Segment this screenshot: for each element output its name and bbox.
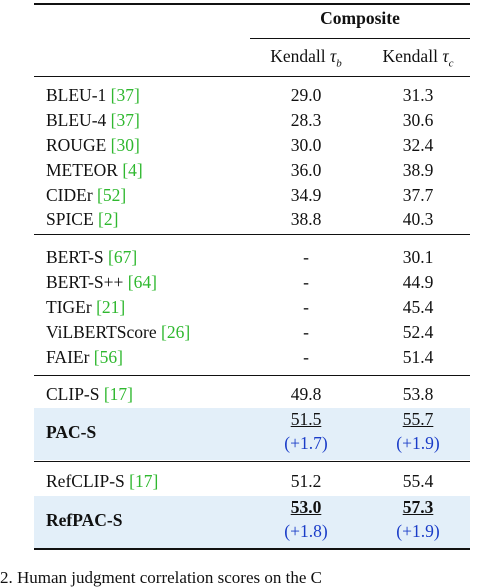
row-value-tau-c: 30.6 [402,110,434,130]
row-value-tau-b: - [303,247,309,267]
table-caption: 2. Human judgment correlation scores on … [0,568,322,587]
section-rule-2 [34,375,470,376]
row-name-bert-s: BERT-S [67] [46,247,138,267]
row-name-meteor: METEOR [4] [46,160,143,180]
header-composite: Composite [320,8,400,28]
row-value-tau-b: 28.3 [290,110,322,130]
row-value-tau-b: 34.9 [290,185,322,205]
row-name-rouge: ROUGE [30] [46,135,140,155]
row-delta-tau-b: (+1.8) [284,521,328,541]
row-name-faier: FAIEr [56] [46,347,123,367]
header-kendall-tau-b: Kendall τb [270,46,342,70]
row-value-tau-c: 55.7 [402,409,434,429]
row-delta-tau-c: (+1.9) [396,521,440,541]
row-value-tau-b: 51.5 [290,409,322,429]
row-name-tiger: TIGEr [21] [46,297,126,317]
row-value-tau-b: 29.0 [290,85,322,105]
row-value-tau-c: 30.1 [402,247,434,267]
row-delta-tau-b: (+1.7) [284,433,328,453]
row-value-tau-c: 37.7 [402,185,434,205]
row-value-tau-c: 31.3 [402,85,434,105]
row-value-tau-c: 55.4 [402,471,434,491]
row-value-tau-c: 32.4 [402,135,434,155]
row-value-tau-c: 51.4 [402,347,434,367]
row-name-bleu-1: BLEU-1 [37] [46,85,140,105]
row-value-tau-c: 52.4 [402,322,434,342]
row-value-tau-c: 40.3 [402,209,434,229]
row-value-tau-c: 57.3 [402,497,434,517]
row-value-tau-b: 36.0 [290,160,322,180]
row-name-vilbertscore: ViLBERTScore [26] [46,322,191,342]
bottom-rule [34,548,470,550]
row-value-tau-b: 51.2 [290,471,322,491]
row-name-bleu-4: BLEU-4 [37] [46,110,140,130]
row-value-tau-c: 53.8 [402,384,434,404]
header-kendall-tau-c: Kendall τc [382,46,454,70]
section-rule-3 [34,461,470,462]
row-name-pac-s: PAC-S [46,422,97,442]
row-value-tau-b: 49.8 [290,384,322,404]
row-name-spice: SPICE [2] [46,209,119,229]
row-value-tau-c: 38.9 [402,160,434,180]
header-group-rule [250,38,470,39]
row-name-clip-s: CLIP-S [17] [46,384,134,404]
row-value-tau-b: 30.0 [290,135,322,155]
section-rule-1 [34,234,470,235]
header-bottom-rule [34,76,470,77]
row-value-tau-b: - [303,297,309,317]
row-value-tau-b: 38.8 [290,209,322,229]
row-value-tau-b: 53.0 [290,497,322,517]
row-delta-tau-c: (+1.9) [396,433,440,453]
row-value-tau-b: - [303,272,309,292]
row-value-tau-b: - [303,347,309,367]
pac-s-highlight [34,408,470,460]
row-name-bert-s-plus-plus: BERT-S++ [64] [46,272,157,292]
row-name-cider: CIDEr [52] [46,185,127,205]
row-value-tau-c: 44.9 [402,272,434,292]
row-value-tau-b: - [303,322,309,342]
refpac-s-highlight [34,496,470,548]
row-name-refpac-s: RefPAC-S [46,510,123,530]
row-name-refclip-s: RefCLIP-S [17] [46,471,159,491]
top-rule [34,3,470,5]
row-value-tau-c: 45.4 [402,297,434,317]
